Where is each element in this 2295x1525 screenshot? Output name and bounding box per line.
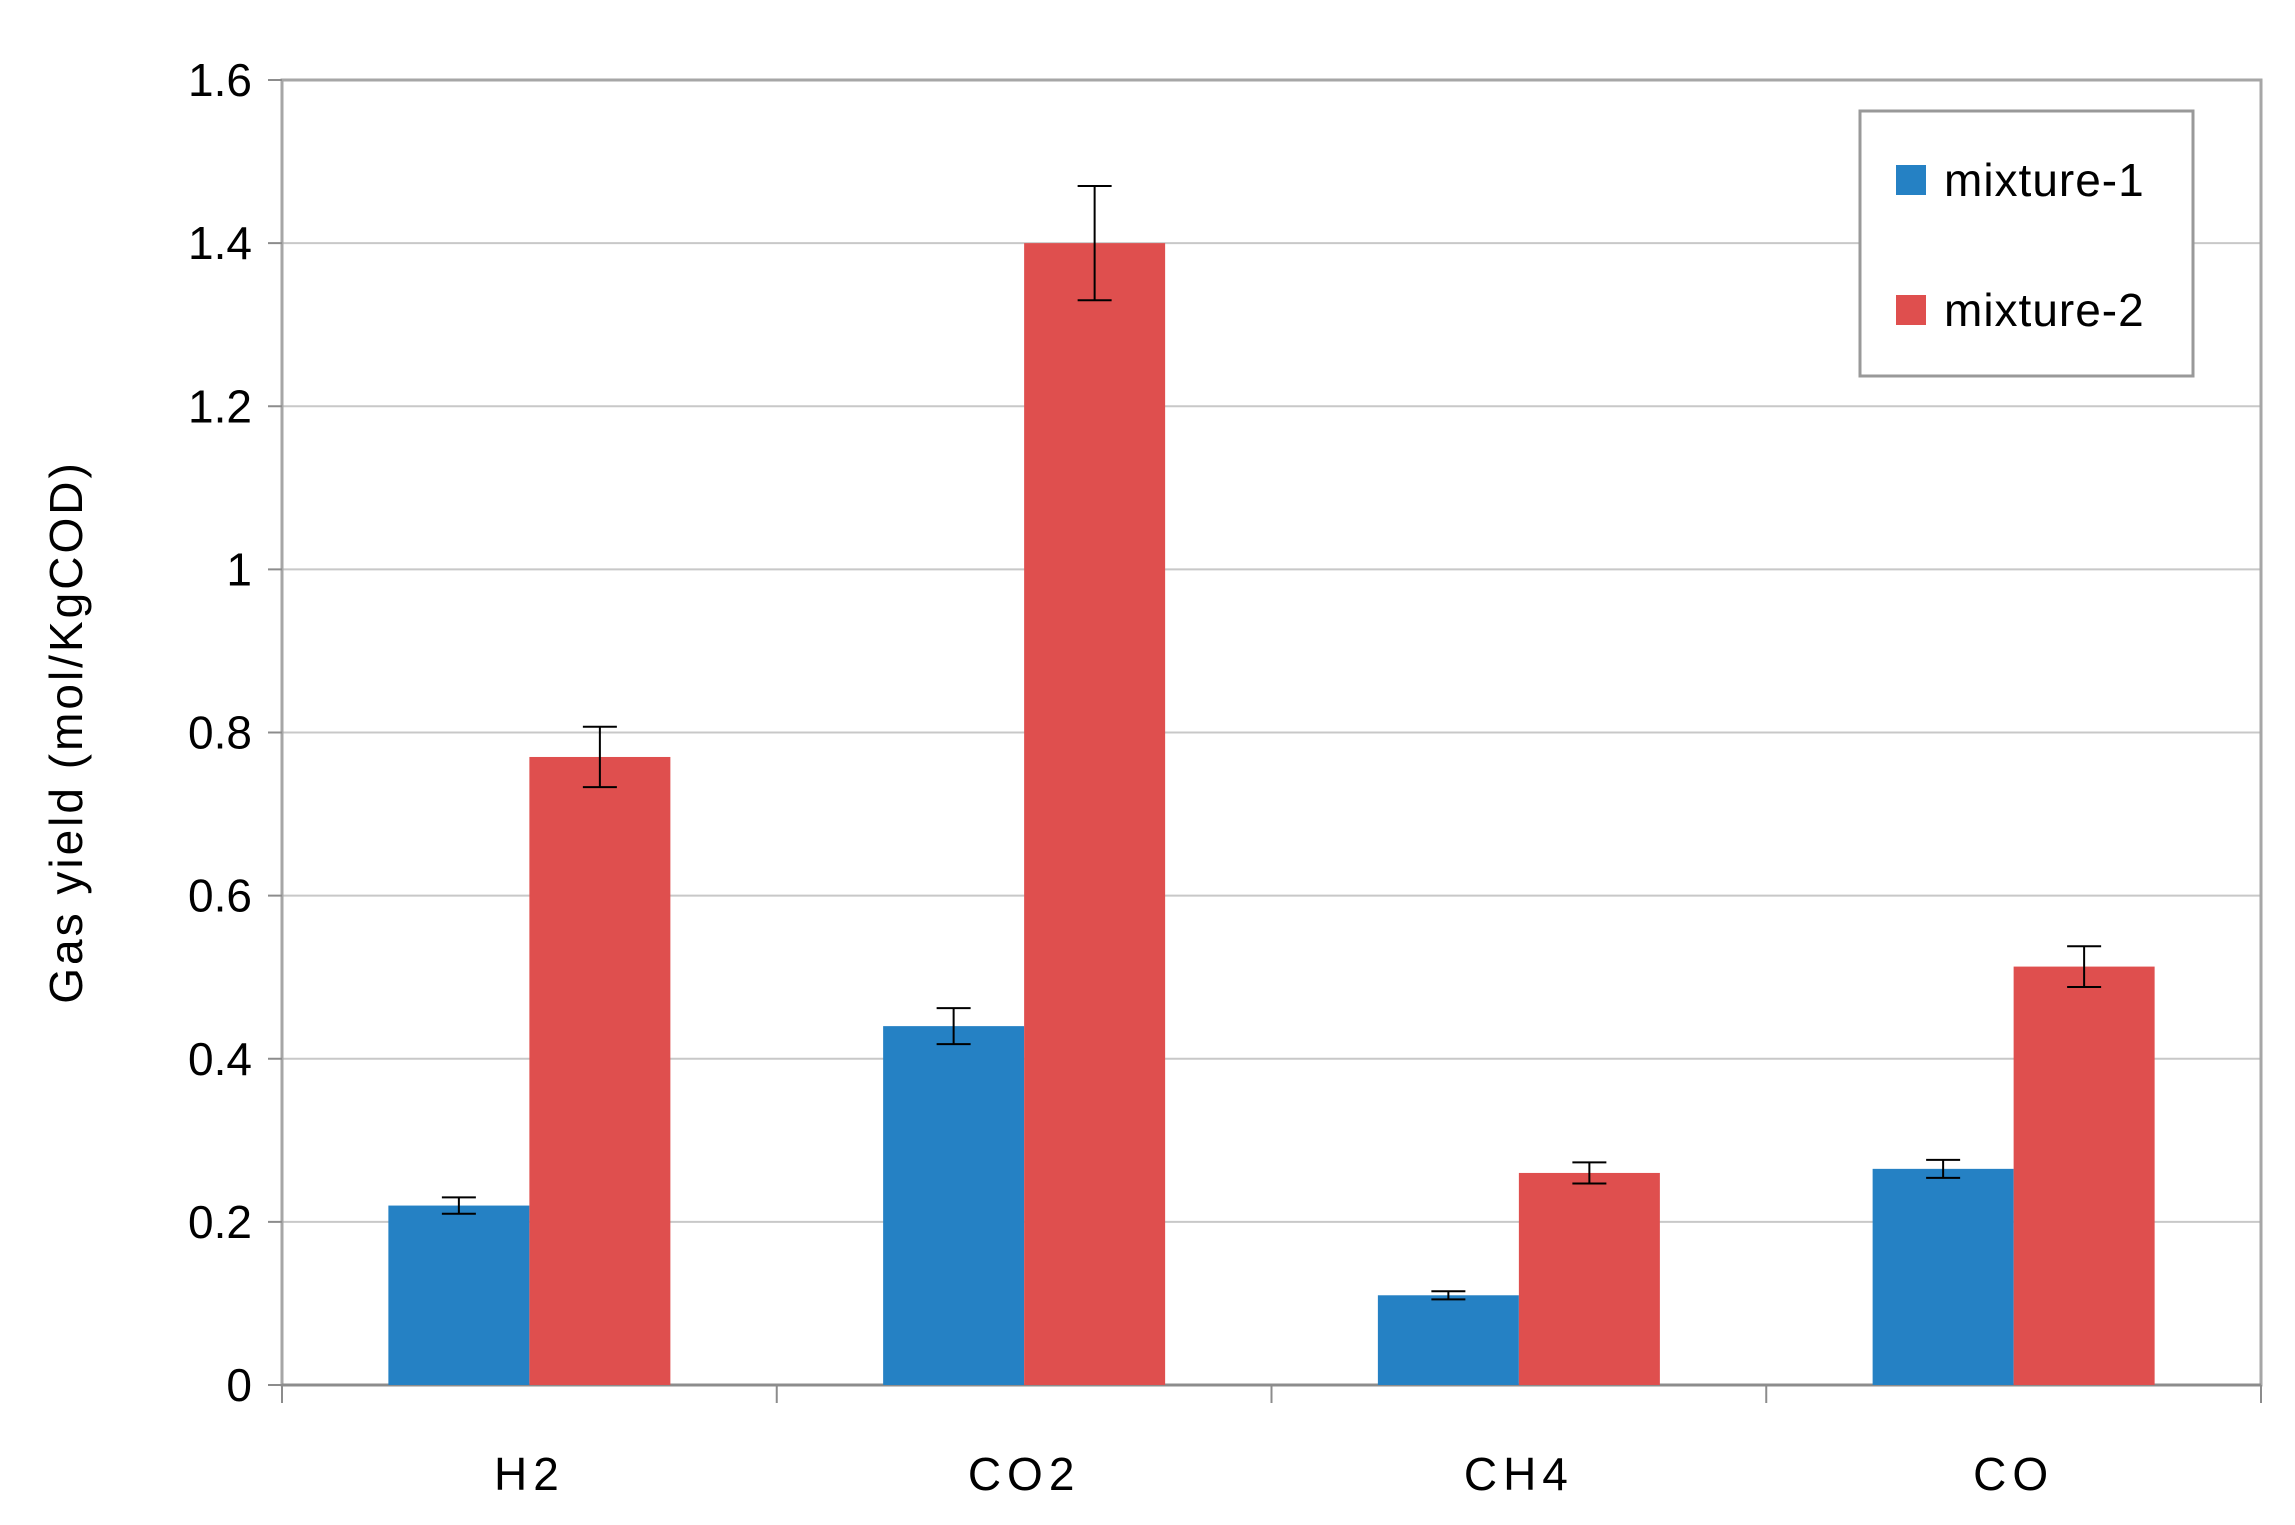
x-tick-label: H2	[494, 1448, 565, 1500]
bar-mixture-1-ch4	[1377, 1295, 1519, 1385]
y-tick-label: 1.4	[188, 217, 252, 269]
legend-label-mixture-2: mixture-2	[1944, 284, 2145, 336]
bars	[388, 243, 2155, 1385]
x-tick-label: CO2	[968, 1448, 1081, 1500]
y-tick-label: 0.4	[188, 1033, 252, 1085]
y-tick-label: 0.8	[188, 707, 252, 759]
error-bars	[441, 185, 2102, 1301]
x-tick-label: CH4	[1464, 1448, 1574, 1500]
error-bar	[582, 725, 617, 789]
y-tick-label: 0.6	[188, 870, 252, 922]
bar-mixture-2-co2	[1024, 243, 1166, 1385]
error-bar	[1077, 185, 1112, 302]
error-bar	[1572, 1161, 1607, 1185]
bar-mixture-2-co	[2013, 966, 2155, 1385]
error-bar	[1926, 1158, 1961, 1179]
bar-mixture-1-co	[1872, 1168, 2014, 1385]
y-axis-title: Gas yield (mol/KgCOD)	[40, 460, 92, 1004]
bar-mixture-2-h2	[529, 756, 671, 1385]
legend-box	[1858, 109, 2195, 378]
x-tick-label: CO	[1973, 1448, 2054, 1500]
legend: mixture-1 mixture-2	[1858, 109, 2195, 378]
bar-mixture-2-ch4	[1518, 1172, 1660, 1385]
legend-label-mixture-1: mixture-1	[1944, 154, 2145, 206]
legend-swatch-mixture-1	[1896, 165, 1926, 195]
error-bar	[1431, 1290, 1466, 1301]
y-tick-label: 1.6	[188, 54, 252, 106]
bar-mixture-1-co2	[883, 1026, 1025, 1385]
y-axis: 0 0.2 0.4 0.6 0.8 1 1.2 1.4 1.6	[188, 54, 282, 1411]
error-bar	[936, 1007, 971, 1046]
legend-swatch-mixture-2	[1896, 295, 1926, 325]
bar-mixture-1-h2	[388, 1205, 530, 1385]
y-tick-label: 0	[226, 1359, 252, 1411]
error-bar	[2067, 945, 2102, 988]
y-tick-label: 1	[226, 543, 252, 595]
y-tick-label: 0.2	[188, 1196, 252, 1248]
error-bar	[441, 1196, 476, 1215]
y-tick-label: 1.2	[188, 380, 252, 432]
x-axis: H2 CO2 CH4 CO	[281, 1383, 2262, 1500]
